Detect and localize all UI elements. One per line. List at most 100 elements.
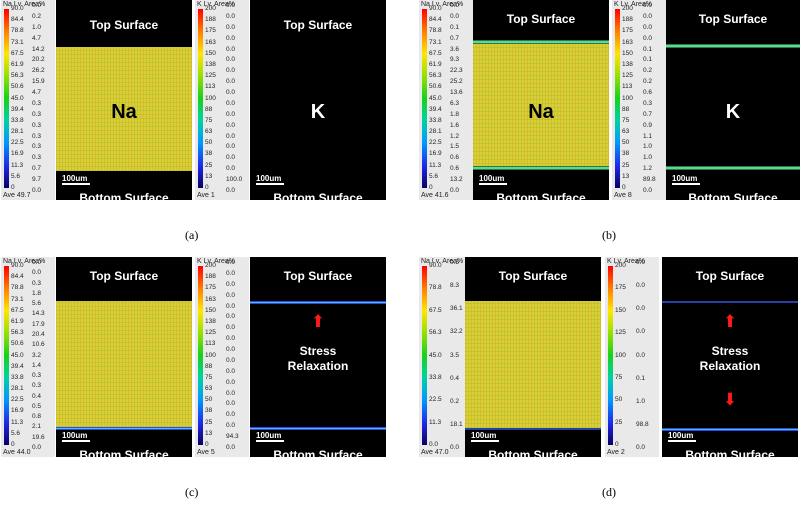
scale-level-label: 163 bbox=[205, 295, 216, 303]
scale-level-label: 67.5 bbox=[429, 306, 442, 314]
scale-area-value: 5.6 bbox=[32, 300, 42, 308]
scale-level-label: 61.9 bbox=[429, 60, 442, 68]
scale-area-value: 0.3 bbox=[32, 110, 42, 118]
top-surface-label: Top Surface bbox=[498, 269, 568, 283]
na-distribution bbox=[473, 44, 609, 168]
scale-level-label: 125 bbox=[205, 72, 216, 80]
scale-area-value: 0.3 bbox=[32, 132, 42, 140]
scale-area-value: 0.2 bbox=[32, 12, 42, 20]
scale-level-label: 0 bbox=[615, 441, 619, 448]
scale-area-value: 0.4 bbox=[32, 392, 42, 400]
k-element-label: K bbox=[310, 101, 326, 123]
scale-level-label: 39.4 bbox=[429, 105, 442, 113]
na-color-bar bbox=[4, 266, 9, 445]
scale-area-value: 1.8 bbox=[450, 110, 460, 118]
scale-area-value: 0.0 bbox=[32, 444, 42, 451]
scale-level-label: 56.3 bbox=[429, 329, 442, 337]
scale-area-value: 4.7 bbox=[32, 34, 42, 42]
scale-level-label: 11.3 bbox=[429, 418, 442, 426]
na-color-bar bbox=[422, 266, 427, 445]
top-surface-label: Top Surface bbox=[695, 269, 765, 283]
k-average: Ave 8 bbox=[614, 192, 632, 199]
k-scale-title: K Lv. Area% bbox=[607, 258, 646, 265]
scale-area-value: 0.1 bbox=[636, 374, 646, 382]
scale-level-label: 61.9 bbox=[11, 60, 24, 68]
stress-relaxation-label: Stress Relaxation bbox=[287, 344, 349, 373]
scale-level-label: 0 bbox=[11, 184, 15, 191]
k-color-scale: K Lv. Area% Ave 5 200 188 175 163 150 138 125 1… bbox=[195, 257, 249, 457]
scale-level-label: 188 bbox=[205, 273, 216, 281]
scale-area-value: 25.2 bbox=[450, 78, 463, 86]
scale-level-label: 25 bbox=[205, 161, 213, 169]
k-color-scale: K Lv. Area% Ave 2 200 175 150 125 100 75 50 25 0… bbox=[605, 257, 659, 457]
up-arrow-icon: ⬆ bbox=[310, 312, 326, 331]
scale-area-value: 3.5 bbox=[450, 351, 460, 359]
scale-bar bbox=[62, 183, 90, 185]
scale-level-label: 13 bbox=[205, 429, 213, 437]
scale-area-value: 0.0 bbox=[636, 259, 646, 266]
scale-area-value: 0.0 bbox=[226, 23, 236, 31]
scale-area-value: 36.1 bbox=[450, 305, 463, 313]
scale-level-label: 45.0 bbox=[429, 351, 442, 359]
scale-level-label: 90.0 bbox=[429, 262, 442, 269]
scale-area-value: 0.0 bbox=[450, 2, 460, 9]
scale-level-label: 16.9 bbox=[429, 150, 442, 158]
scale-bar bbox=[471, 440, 499, 442]
top-surface-label: Top Surface bbox=[506, 12, 576, 26]
k-color-bar bbox=[198, 9, 203, 188]
scale-area-value: 0.9 bbox=[643, 121, 653, 129]
scale-level-label: 90.0 bbox=[11, 262, 24, 269]
na-scale-title: Na Lv. Area% bbox=[421, 258, 464, 265]
scale-area-value: 0.5 bbox=[450, 259, 460, 266]
bottom-surface-label: Bottom Surface bbox=[496, 191, 586, 200]
bottom-surface-label: Bottom Surface bbox=[273, 191, 363, 200]
scale-area-value: 100.0 bbox=[226, 176, 243, 184]
k-average: Ave 1 bbox=[197, 192, 215, 199]
scale-level-label: 75 bbox=[205, 373, 213, 381]
scale-bar bbox=[256, 183, 284, 185]
scale-area-value: 0.7 bbox=[32, 165, 42, 173]
scale-level-label: 175 bbox=[205, 27, 216, 35]
scale-bar bbox=[479, 183, 507, 185]
scale-level-label: 50 bbox=[205, 139, 213, 147]
scale-level-label: 45.0 bbox=[429, 94, 442, 102]
scale-level-label: 28.1 bbox=[11, 385, 24, 393]
k-color-scale: K Lv. Area% Ave 1 200 188 175 163 150 138 125 1… bbox=[195, 0, 249, 200]
figure-caption: (b) bbox=[602, 228, 616, 242]
scale-area-value: 0.0 bbox=[226, 187, 236, 194]
na-map: Top Surface Na 100um Bottom Surface bbox=[56, 0, 192, 200]
scale-level-label: 13 bbox=[205, 172, 213, 180]
k-map: Top Surface ⬆ Stress Relaxation ⬇ 100um … bbox=[662, 257, 798, 457]
scale-bar bbox=[62, 440, 90, 442]
na-distribution bbox=[56, 47, 192, 171]
scale-area-value: 0.7 bbox=[643, 110, 653, 118]
scale-area-value: 0.6 bbox=[450, 165, 460, 173]
scale-area-value: 0.0 bbox=[643, 23, 653, 31]
scale-area-value: 0.0 bbox=[226, 132, 236, 140]
k-average: Ave 5 bbox=[197, 449, 215, 456]
k-scale-title: K Lv. Area% bbox=[614, 1, 653, 8]
scale-area-value: 14.3 bbox=[32, 310, 45, 318]
scale-level-label: 78.8 bbox=[11, 284, 24, 292]
scale-area-value: 0.0 bbox=[643, 2, 653, 9]
scale-level-label: 50 bbox=[622, 139, 630, 147]
scale-area-value: 1.2 bbox=[450, 132, 460, 140]
scale-level-label: 13 bbox=[622, 172, 630, 180]
scale-area-value: 0.0 bbox=[226, 259, 236, 266]
scale-level-label: 33.8 bbox=[429, 373, 442, 381]
scale-area-value: 0.0 bbox=[226, 378, 236, 386]
scale-area-value: 0.0 bbox=[226, 99, 236, 107]
scale-level-label: 75 bbox=[622, 116, 630, 124]
k-map: Top Surface ⬆ Stress Relaxation 100um Bo… bbox=[250, 257, 386, 457]
na-top-edge bbox=[473, 40, 609, 44]
scale-level-label: 67.5 bbox=[11, 49, 24, 57]
na-color-scale: Na Lv. Area% Ave 47.0 90.0 78.8 67.5 56.3 45… bbox=[419, 257, 473, 457]
scale-area-value: 0.3 bbox=[32, 121, 42, 129]
k-scale-title: K Lv. Area% bbox=[197, 258, 236, 265]
k-color-bar bbox=[615, 9, 620, 188]
k-color-bar bbox=[608, 266, 613, 445]
panel-d: Na Lv. Area% Ave 47.0 90.0 78.8 67.5 56.3 45… bbox=[400, 257, 800, 507]
scale-area-value: 1.4 bbox=[32, 361, 42, 369]
scale-area-value: 4.7 bbox=[32, 89, 42, 97]
bottom-surface-label: Bottom Surface bbox=[79, 448, 169, 457]
